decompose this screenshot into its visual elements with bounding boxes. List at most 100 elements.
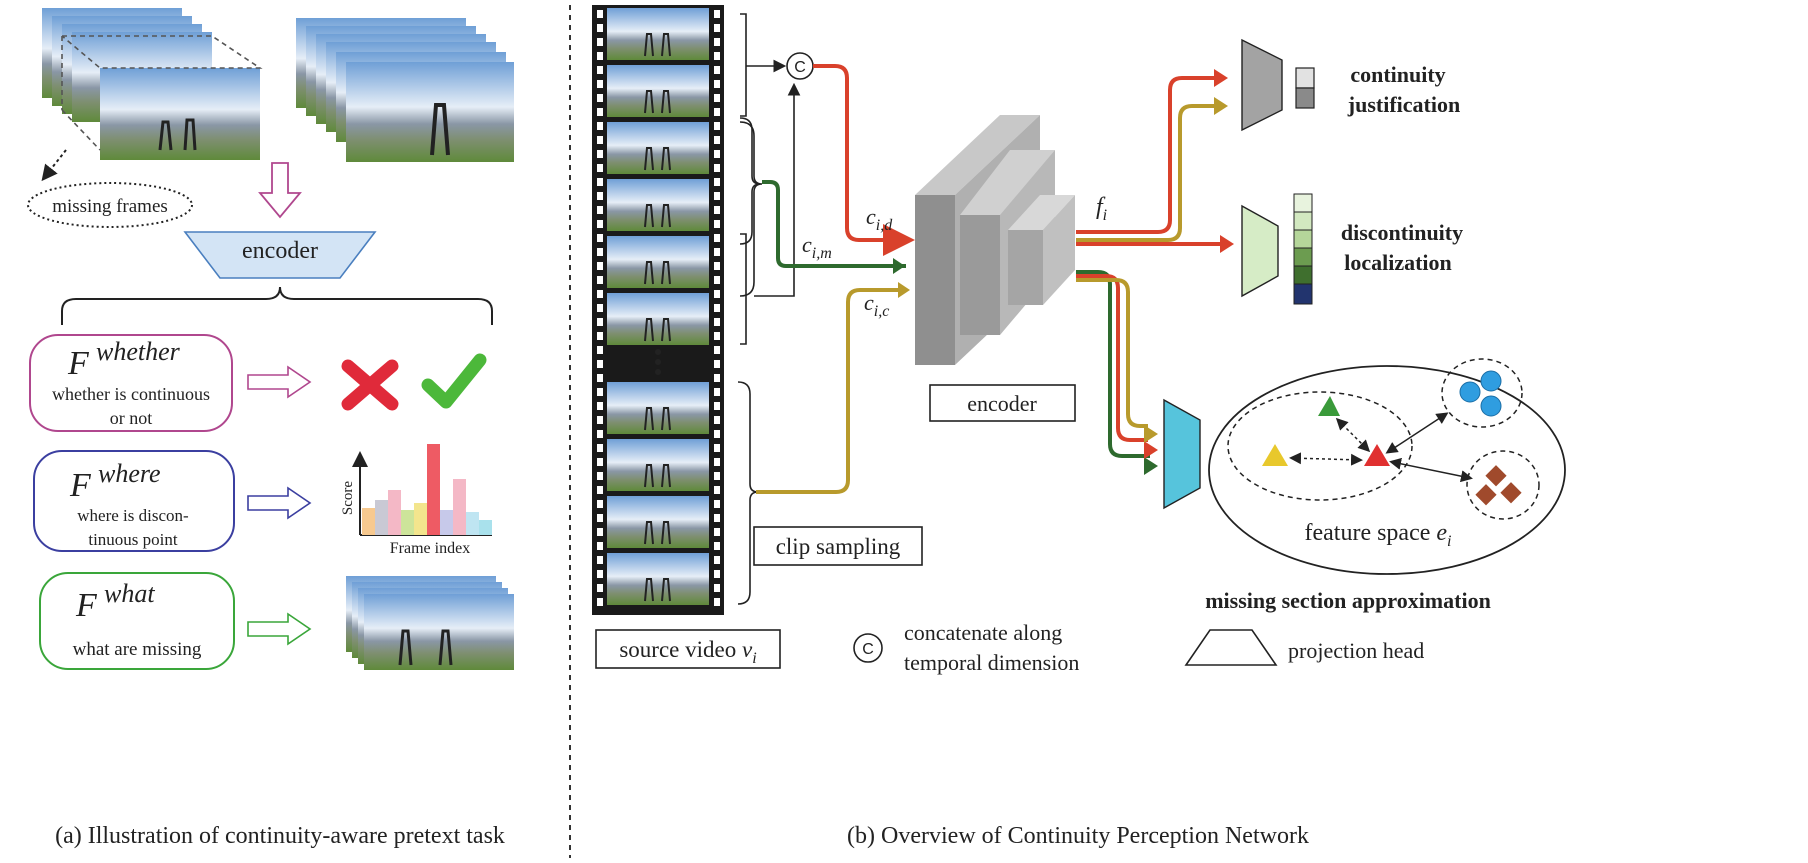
check-icon [421, 353, 487, 409]
right-arrow-icon [247, 612, 312, 646]
down-arrow-icon [258, 162, 302, 219]
video-frame [607, 553, 709, 605]
feature-cluster-diamonds [1466, 450, 1540, 520]
film-hole [597, 388, 603, 396]
film-hole [597, 38, 603, 46]
film-hole [597, 374, 603, 382]
discontinuity-label-2: localization [1344, 250, 1452, 275]
film-hole [597, 360, 603, 368]
film-hole [597, 472, 603, 480]
video-frame [607, 496, 709, 548]
task-what-symbol: F [75, 587, 98, 624]
task-what-superscript: what [104, 579, 155, 608]
film-hole [597, 290, 603, 298]
task-what-desc: what are missing [73, 639, 202, 660]
encoder-box [929, 384, 1076, 422]
film-hole [597, 542, 603, 550]
film-hole [597, 94, 603, 102]
task-whether-box: F whether whether is continuous or not [29, 334, 233, 432]
yellow-triangle [1262, 444, 1288, 466]
film-hole [714, 444, 720, 452]
bracket-m-upper [739, 117, 761, 245]
video-frame [607, 122, 709, 174]
feature-space-ellipse [1208, 365, 1566, 575]
film-hole [597, 234, 603, 242]
encoder-3d [915, 115, 1075, 365]
film-hole [714, 556, 720, 564]
left-frame-stack-2 [296, 18, 514, 162]
film-hole [597, 122, 603, 130]
film-hole [714, 206, 720, 214]
film-hole [597, 598, 603, 606]
caption-a: (a) Illustration of continuity-aware pre… [55, 823, 505, 849]
film-hole [714, 150, 720, 158]
film-hole [714, 108, 720, 116]
task-whether-desc-2: or not [110, 408, 153, 428]
encoder-label: encoder [967, 391, 1037, 416]
flow-cim [762, 180, 906, 268]
film-hole [597, 486, 603, 494]
film-hole [597, 318, 603, 326]
film-hole [597, 346, 603, 354]
film-hole [597, 262, 603, 270]
flow-out-gold-top [1076, 104, 1222, 242]
video-frame [607, 8, 709, 60]
film-hole [714, 122, 720, 130]
film-hole [597, 514, 603, 522]
flow-out-red-top [1076, 76, 1222, 234]
film-hole [597, 150, 603, 158]
film-hole [714, 542, 720, 550]
discontinuity-head [1241, 204, 1279, 298]
legend-concat-symbol: C [862, 641, 874, 658]
film-hole [714, 402, 720, 410]
bracket-m-outer [739, 121, 763, 297]
film-hole [714, 276, 720, 284]
caption-b: (b) Overview of Continuity Perception Ne… [847, 823, 1309, 849]
film-hole [714, 94, 720, 102]
film-hole [714, 52, 720, 60]
source-video-label: source video vi [619, 637, 756, 667]
legend-concat-icon [853, 633, 883, 663]
bracket-c [740, 233, 747, 345]
film-hole [597, 332, 603, 340]
bracket-sampled [737, 381, 759, 605]
task-where-box: F where where is discon- tinuous point [33, 450, 235, 552]
film-hole [597, 220, 603, 228]
concat-symbol: C [794, 59, 806, 76]
video-frame-people [644, 33, 671, 57]
film-hole [714, 472, 720, 480]
cim-label: ci,m [802, 232, 832, 262]
video-frame-people [644, 464, 671, 488]
film-hole [714, 374, 720, 382]
film-hole [597, 416, 603, 424]
film-hole [597, 304, 603, 312]
film-hole [714, 570, 720, 578]
discontinuity-score-column [1293, 193, 1313, 305]
source-video-box [595, 629, 781, 669]
legend-projection-head-label: projection head [1288, 638, 1424, 663]
legend-projection-head-icon [1184, 629, 1278, 666]
film-hole [597, 80, 603, 88]
film-hole [714, 514, 720, 522]
cross-icon [341, 359, 399, 411]
missing-section-head [1163, 398, 1201, 510]
film-hole [597, 24, 603, 32]
clip-sampling-box [753, 526, 923, 566]
cid-label: ci,d [866, 204, 893, 234]
video-frame-people [644, 147, 671, 171]
film-hole [714, 38, 720, 46]
ellipsis-dots [655, 349, 661, 375]
left-frame-stack-1 [42, 8, 263, 160]
film-hole [597, 528, 603, 536]
feature-space-label: feature space ei [1304, 520, 1451, 550]
film-hole [714, 416, 720, 424]
right-arrow-icon [247, 365, 312, 399]
film-hole [597, 136, 603, 144]
film-hole [714, 598, 720, 606]
film-hole [597, 556, 603, 564]
recovered-frames [346, 576, 514, 670]
film-hole [714, 262, 720, 270]
fi-label: fi [1096, 194, 1107, 224]
feature-cluster-circles [1441, 358, 1523, 428]
video-frame [607, 382, 709, 434]
